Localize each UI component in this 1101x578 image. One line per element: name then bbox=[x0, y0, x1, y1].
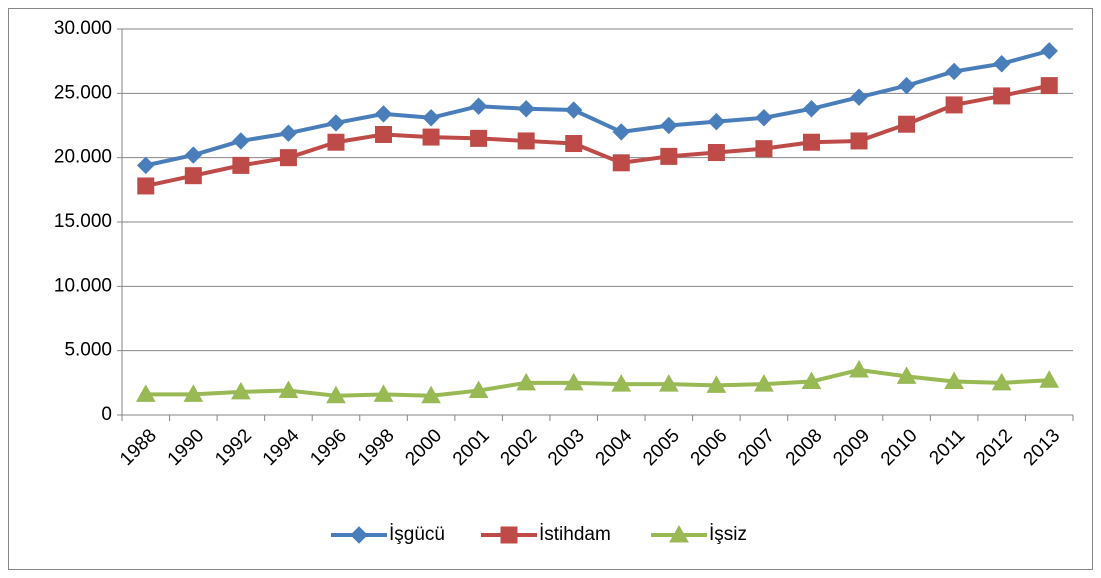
legend-label: İstihdam bbox=[539, 524, 611, 545]
data-point bbox=[801, 371, 822, 390]
data-point bbox=[278, 380, 299, 399]
data-point bbox=[137, 156, 155, 175]
data-point bbox=[1039, 370, 1060, 388]
data-point bbox=[184, 167, 202, 185]
data-point bbox=[232, 156, 250, 174]
y-tick-label: 30.000 bbox=[54, 18, 112, 39]
y-tick-label: 0 bbox=[101, 404, 112, 425]
legend-marker bbox=[500, 526, 518, 544]
data-point bbox=[373, 384, 394, 402]
data-point bbox=[468, 380, 489, 399]
data-point bbox=[945, 62, 963, 81]
data-point bbox=[137, 177, 155, 195]
data-point bbox=[612, 123, 630, 141]
data-point bbox=[992, 55, 1011, 73]
data-point bbox=[896, 366, 917, 384]
data-point bbox=[612, 154, 630, 172]
data-point bbox=[563, 372, 584, 391]
data-point bbox=[517, 100, 535, 118]
data-point bbox=[755, 109, 773, 127]
data-point bbox=[422, 109, 440, 127]
chart-border bbox=[8, 8, 1093, 570]
data-point bbox=[802, 133, 820, 151]
data-point bbox=[991, 372, 1012, 391]
data-point bbox=[565, 135, 583, 153]
data-point bbox=[327, 133, 345, 151]
y-tick-label: 10.000 bbox=[54, 275, 112, 296]
data-point bbox=[1040, 42, 1058, 60]
data-point bbox=[898, 115, 916, 133]
data-point bbox=[279, 149, 297, 167]
data-point bbox=[850, 132, 868, 150]
data-point bbox=[279, 124, 298, 142]
data-point bbox=[1040, 77, 1058, 95]
data-point bbox=[754, 374, 774, 392]
data-point bbox=[850, 88, 868, 106]
data-point bbox=[945, 96, 963, 114]
y-tick-label: 5.000 bbox=[64, 340, 112, 361]
data-point bbox=[184, 146, 203, 164]
data-point bbox=[660, 116, 678, 135]
data-point bbox=[470, 129, 488, 147]
data-point bbox=[707, 144, 725, 162]
data-point bbox=[232, 132, 250, 150]
data-point bbox=[183, 384, 204, 402]
data-point bbox=[327, 114, 345, 132]
y-tick-label: 25.000 bbox=[54, 82, 112, 103]
data-point bbox=[658, 374, 679, 392]
data-point bbox=[993, 87, 1011, 105]
data-point bbox=[706, 375, 727, 393]
data-point bbox=[422, 128, 440, 146]
data-point bbox=[660, 147, 678, 165]
data-point bbox=[374, 105, 393, 123]
data-point bbox=[231, 381, 251, 400]
data-point bbox=[755, 140, 773, 158]
data-point bbox=[517, 132, 535, 150]
data-point bbox=[421, 385, 441, 404]
data-point bbox=[516, 372, 537, 391]
data-point bbox=[802, 100, 821, 118]
data-point bbox=[565, 101, 583, 119]
y-tick-label: 20.000 bbox=[54, 147, 112, 168]
data-point bbox=[135, 384, 156, 402]
legend-marker bbox=[350, 526, 368, 544]
data-point bbox=[897, 76, 916, 95]
legend-label: İşsiz bbox=[709, 524, 747, 545]
data-point bbox=[611, 374, 632, 392]
data-point bbox=[849, 359, 869, 378]
data-point bbox=[375, 126, 393, 144]
data-point bbox=[326, 385, 346, 404]
series-line bbox=[145, 367, 1050, 398]
data-point bbox=[707, 112, 726, 131]
data-point bbox=[944, 371, 964, 390]
series-line bbox=[145, 48, 1050, 168]
legend-label: İşgücü bbox=[389, 524, 445, 545]
y-tick-label: 15.000 bbox=[54, 211, 112, 232]
legend-marker bbox=[669, 524, 689, 543]
data-point bbox=[469, 97, 488, 115]
